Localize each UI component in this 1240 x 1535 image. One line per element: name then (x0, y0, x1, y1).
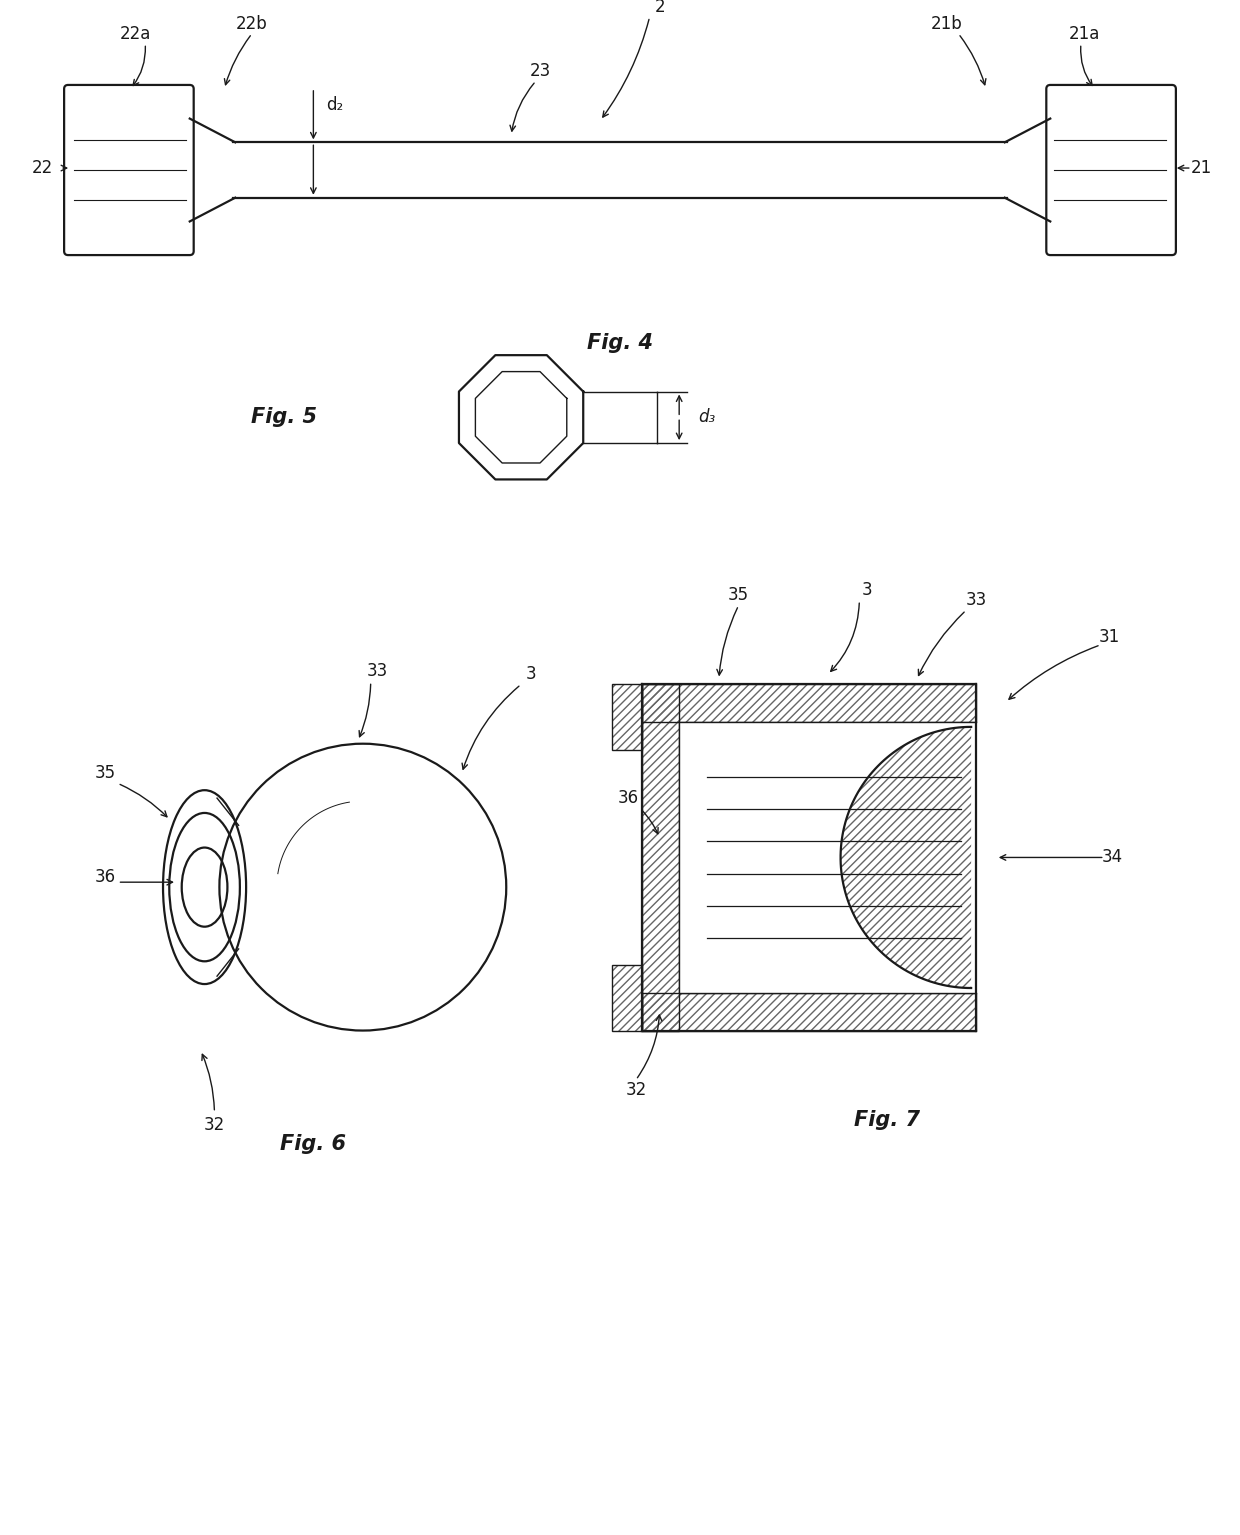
Bar (613, 685, 642, 749)
Text: 33: 33 (367, 663, 388, 680)
FancyBboxPatch shape (1047, 84, 1176, 255)
Bar (613, 966, 642, 1030)
Text: d₃: d₃ (698, 408, 715, 427)
FancyBboxPatch shape (64, 84, 193, 255)
Text: Fig. 7: Fig. 7 (854, 1110, 920, 1130)
Text: 33: 33 (966, 591, 987, 609)
Bar (642, 685, 976, 721)
Text: 3: 3 (526, 666, 536, 683)
Bar (642, 685, 976, 721)
Text: 2: 2 (655, 0, 665, 15)
Text: Fig. 5: Fig. 5 (250, 407, 316, 427)
Text: 35: 35 (95, 764, 117, 783)
Text: 34: 34 (1102, 849, 1123, 866)
Text: 23: 23 (531, 61, 552, 80)
Text: d₂: d₂ (326, 95, 343, 114)
Text: 21: 21 (1190, 160, 1213, 177)
Bar (642, 685, 680, 1030)
Bar (613, 685, 642, 749)
Text: 35: 35 (728, 586, 749, 605)
Text: 21a: 21a (1069, 25, 1101, 43)
Text: 32: 32 (203, 1116, 226, 1133)
Bar (642, 993, 976, 1030)
Text: 36: 36 (95, 869, 117, 886)
Bar (680, 721, 976, 993)
Text: 32: 32 (625, 1081, 646, 1099)
Text: 31: 31 (1099, 628, 1120, 646)
Bar (613, 966, 642, 1030)
Text: 22b: 22b (236, 15, 268, 32)
Bar (642, 685, 680, 1030)
Text: 3: 3 (862, 582, 873, 599)
Bar (642, 993, 976, 1030)
Text: 21b: 21b (930, 15, 962, 32)
Text: Fig. 6: Fig. 6 (280, 1134, 346, 1154)
Text: 22: 22 (32, 160, 53, 177)
Text: 36: 36 (618, 789, 639, 807)
Text: 22a: 22a (119, 25, 151, 43)
Text: Fig. 4: Fig. 4 (587, 333, 653, 353)
